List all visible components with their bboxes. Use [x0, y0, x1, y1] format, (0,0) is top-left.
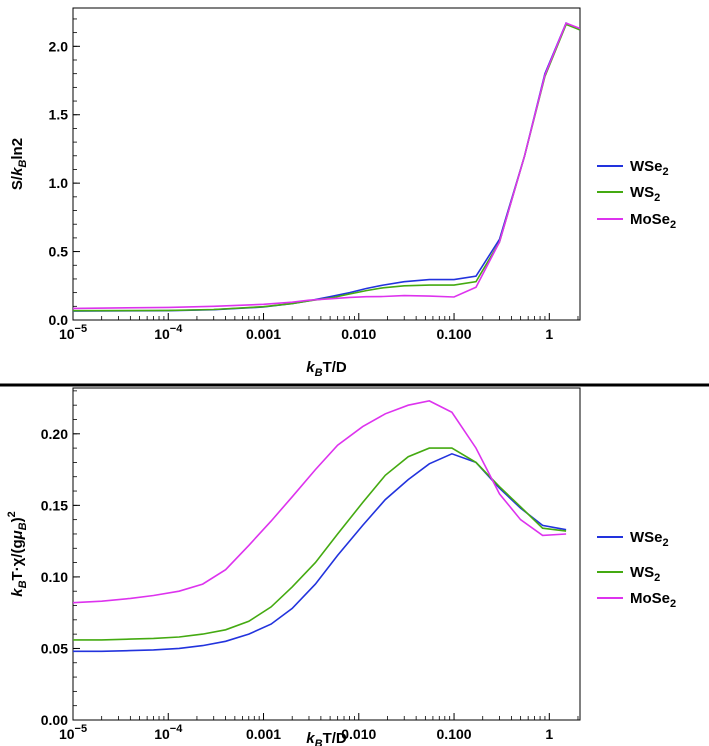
entropy-chart: 10−5 10−4 0.001 0.010 0.100 1 0.0 0.5 1.0 1.5 2.0 W…	[9, 7, 676, 379]
legend-label-WS2: WS2	[630, 564, 660, 584]
series-line-WSe2	[73, 452, 567, 653]
x-tick-label: 0.001	[246, 326, 281, 342]
plot-frame	[72, 387, 581, 721]
y-tick-label: 0.05	[41, 640, 68, 656]
legend-label-WSe2: WSe2	[630, 529, 669, 549]
legend-label-WS2: WS2	[630, 184, 660, 204]
legend-label-WSe2: WSe2	[630, 158, 669, 178]
x-tick-label: 10−4	[154, 323, 183, 342]
x-tick-label: 1	[545, 326, 553, 342]
legend-label-MoSe2: MoSe2	[630, 590, 676, 610]
x-axis-label: kBT/D	[306, 359, 347, 379]
y-axis-label: S/kBln2	[9, 138, 29, 190]
series-line-WS2	[73, 447, 567, 641]
x-tick-label: 0.001	[246, 726, 281, 742]
series-line-WS2	[73, 23, 580, 312]
series-line-MoSe2	[73, 400, 567, 604]
plot-frame	[72, 7, 581, 321]
susceptibility-chart: 10−5 10−4 0.001 0.010 0.100 1 0.00 0.05 0.10 0.15…	[6, 387, 676, 746]
x-tick-label: 0.100	[437, 726, 472, 742]
x-axis-label: kBT/D	[306, 730, 347, 746]
x-tick-label: 10−4	[154, 723, 183, 742]
y-axis-label: kBT·χ/(gμB)2	[6, 511, 29, 597]
x-tick-label: 0.100	[437, 326, 472, 342]
y-tick-label: 2.0	[49, 38, 69, 54]
y-tick-label: 1.0	[49, 175, 69, 191]
x-tick-label: 0.010	[341, 726, 376, 742]
x-tick-label: 1	[545, 726, 553, 742]
y-tick-label: 1.5	[49, 107, 69, 123]
y-tick-label: 0.10	[41, 569, 68, 585]
x-tick-label: 0.010	[341, 326, 376, 342]
y-tick-label: 0.00	[41, 712, 68, 728]
y-tick-label: 0.0	[49, 312, 69, 328]
legend-label-MoSe2: MoSe2	[630, 211, 676, 231]
x-tick-label: 10−5	[59, 323, 87, 342]
y-tick-label: 0.15	[41, 497, 68, 513]
series-line-WSe2	[73, 22, 580, 312]
x-tick-label: 10−5	[59, 723, 87, 742]
y-tick-label: 0.20	[41, 426, 68, 442]
y-tick-label: 0.5	[49, 244, 69, 260]
series-line-MoSe2	[73, 22, 580, 310]
